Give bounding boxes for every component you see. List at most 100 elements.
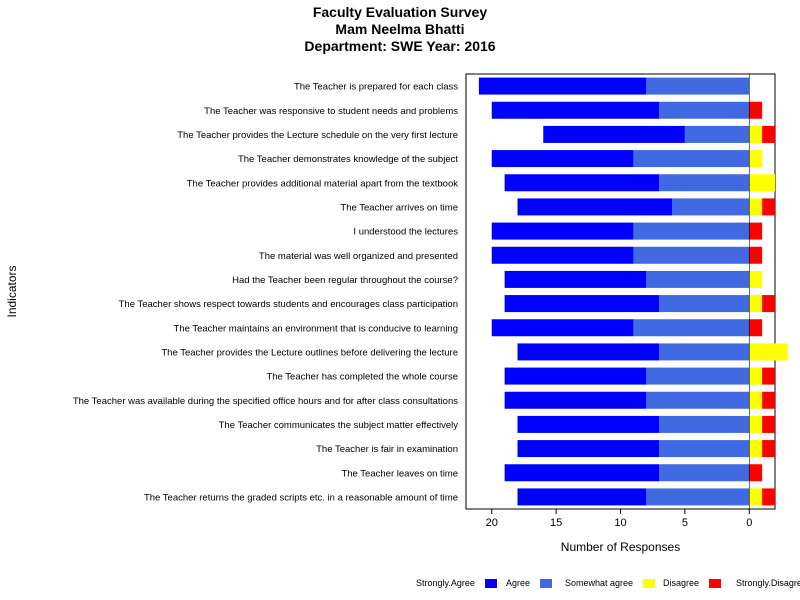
legend-label-disagree: Disagree bbox=[663, 578, 700, 588]
legend-swatch-disagree bbox=[709, 579, 722, 589]
bar-somewhat-agree-2 bbox=[749, 125, 763, 143]
y-axis-label: Indicators bbox=[5, 265, 19, 317]
chart-title: Faculty Evaluation Survey Mam Neelma Bha… bbox=[0, 4, 800, 55]
bar-somewhat-agree-3 bbox=[749, 150, 763, 168]
bar-strongly-agree-3 bbox=[491, 150, 634, 168]
bar-agree-7 bbox=[633, 246, 750, 264]
bar-strongly-agree-15 bbox=[517, 440, 660, 458]
bar-agree-3 bbox=[633, 150, 750, 168]
legend-swatch-somewhat-agree bbox=[643, 579, 656, 589]
bar-disagree-6 bbox=[749, 222, 763, 240]
legend-item-strongly-agree: Strongly.Agree bbox=[416, 576, 497, 590]
bar-agree-14 bbox=[659, 415, 750, 433]
bar-agree-8 bbox=[646, 270, 750, 288]
legend-item-agree: Agree bbox=[506, 576, 553, 590]
legend-item-somewhat-agree: Somewhat agree bbox=[565, 576, 656, 590]
chart-title-line-1: Faculty Evaluation Survey bbox=[312, 4, 488, 20]
x-tick-label-15: 15 bbox=[550, 517, 562, 529]
bar-disagree-2 bbox=[762, 125, 775, 143]
bar-disagree-5 bbox=[762, 198, 775, 216]
bar-strongly-agree-7 bbox=[491, 246, 634, 264]
bar-strongly-agree-12 bbox=[504, 367, 647, 385]
category-label-3: The Teacher demonstrates knowledge of th… bbox=[238, 154, 458, 165]
category-label-5: The Teacher arrives on time bbox=[340, 202, 458, 213]
bar-strongly-agree-0 bbox=[478, 77, 647, 95]
category-label-12: The Teacher has completed the whole cour… bbox=[266, 372, 458, 383]
bar-strongly-agree-8 bbox=[504, 270, 647, 288]
bar-somewhat-agree-12 bbox=[749, 367, 763, 385]
category-label-15: The Teacher is fair in examination bbox=[316, 444, 458, 455]
bar-disagree-15 bbox=[762, 440, 775, 458]
bar-agree-15 bbox=[659, 440, 750, 458]
x-tick-label-20: 20 bbox=[486, 517, 498, 529]
bar-somewhat-agree-5 bbox=[749, 198, 763, 216]
bar-agree-2 bbox=[684, 125, 750, 143]
bar-strongly-agree-6 bbox=[491, 222, 634, 240]
bar-disagree-17 bbox=[762, 488, 775, 506]
bar-strongly-agree-4 bbox=[504, 174, 660, 192]
bar-somewhat-agree-9 bbox=[749, 295, 763, 313]
bar-agree-13 bbox=[646, 391, 750, 409]
bar-strongly-agree-1 bbox=[491, 101, 660, 119]
chart-title-line-2: Mam Neelma Bhatti bbox=[335, 21, 465, 37]
category-label-9: The Teacher shows respect towards studen… bbox=[119, 299, 458, 310]
chart-title-line-3: Department: SWE Year: 2016 bbox=[304, 38, 496, 54]
bar-agree-0 bbox=[646, 77, 750, 95]
bar-agree-5 bbox=[672, 198, 750, 216]
category-label-16: The Teacher leaves on time bbox=[341, 468, 458, 479]
category-label-11: The Teacher provides the Lecture outline… bbox=[161, 347, 458, 358]
bar-agree-16 bbox=[659, 464, 750, 482]
category-label-1: The Teacher was responsive to student ne… bbox=[204, 106, 458, 117]
bar-agree-10 bbox=[633, 319, 750, 337]
legend-label-agree: Agree bbox=[506, 578, 531, 588]
bar-somewhat-agree-8 bbox=[749, 270, 763, 288]
x-tick-label-0: 0 bbox=[746, 517, 752, 529]
bar-strongly-agree-5 bbox=[517, 198, 672, 216]
bar-agree-12 bbox=[646, 367, 750, 385]
bar-agree-6 bbox=[633, 222, 750, 240]
legend-item-strongly-disagree: Strongly.Disagree bbox=[736, 576, 800, 590]
legend-label-somewhat-agree: Somewhat agree bbox=[565, 578, 634, 588]
bar-disagree-16 bbox=[749, 464, 763, 482]
bar-somewhat-agree-13 bbox=[749, 391, 763, 409]
x-tick-label-10: 10 bbox=[614, 517, 626, 529]
legend-item-disagree: Disagree bbox=[663, 576, 722, 590]
bar-agree-9 bbox=[659, 295, 750, 313]
category-label-4: The Teacher provides additional material… bbox=[187, 178, 459, 189]
bar-strongly-agree-10 bbox=[491, 319, 634, 337]
bar-agree-1 bbox=[659, 101, 750, 119]
bar-disagree-14 bbox=[762, 415, 775, 433]
legend-swatch-agree bbox=[540, 579, 553, 589]
bar-strongly-agree-17 bbox=[517, 488, 647, 506]
bar-strongly-agree-11 bbox=[517, 343, 660, 361]
category-label-10: The Teacher maintains an environment tha… bbox=[174, 323, 458, 334]
category-label-14: The Teacher communicates the subject mat… bbox=[219, 420, 459, 431]
category-label-0: The Teacher is prepared for each class bbox=[294, 82, 458, 93]
category-label-7: The material was well organized and pres… bbox=[259, 251, 458, 262]
bar-somewhat-agree-14 bbox=[749, 415, 763, 433]
x-tick-label-5: 5 bbox=[682, 517, 688, 529]
legend-label-strongly-disagree: Strongly.Disagree bbox=[736, 578, 800, 588]
category-label-2: The Teacher provides the Lecture schedul… bbox=[177, 130, 458, 141]
category-label-6: I understood the lectures bbox=[353, 227, 458, 238]
category-label-17: The Teacher returns the graded scripts e… bbox=[144, 492, 458, 503]
bar-disagree-10 bbox=[749, 319, 763, 337]
bar-strongly-agree-13 bbox=[504, 391, 647, 409]
bar-disagree-9 bbox=[762, 295, 775, 313]
bar-disagree-13 bbox=[762, 391, 775, 409]
bar-strongly-agree-2 bbox=[543, 125, 685, 143]
legend-swatch-strongly-agree bbox=[484, 579, 497, 589]
x-axis-label: Number of Responses bbox=[561, 540, 680, 554]
bar-agree-4 bbox=[659, 174, 750, 192]
legend-label-strongly-agree: Strongly.Agree bbox=[416, 578, 475, 588]
bar-agree-17 bbox=[646, 488, 750, 506]
bar-agree-11 bbox=[659, 343, 750, 361]
bar-disagree-7 bbox=[749, 246, 763, 264]
bar-disagree-12 bbox=[762, 367, 775, 385]
legend: Strongly.Agree Agree Somewhat agree Disa… bbox=[0, 576, 800, 594]
bar-somewhat-agree-4 bbox=[749, 174, 775, 192]
category-label-13: The Teacher was available during the spe… bbox=[73, 396, 458, 407]
bar-somewhat-agree-11 bbox=[749, 343, 788, 361]
category-label-8: Had the Teacher been regular throughout … bbox=[232, 275, 458, 286]
